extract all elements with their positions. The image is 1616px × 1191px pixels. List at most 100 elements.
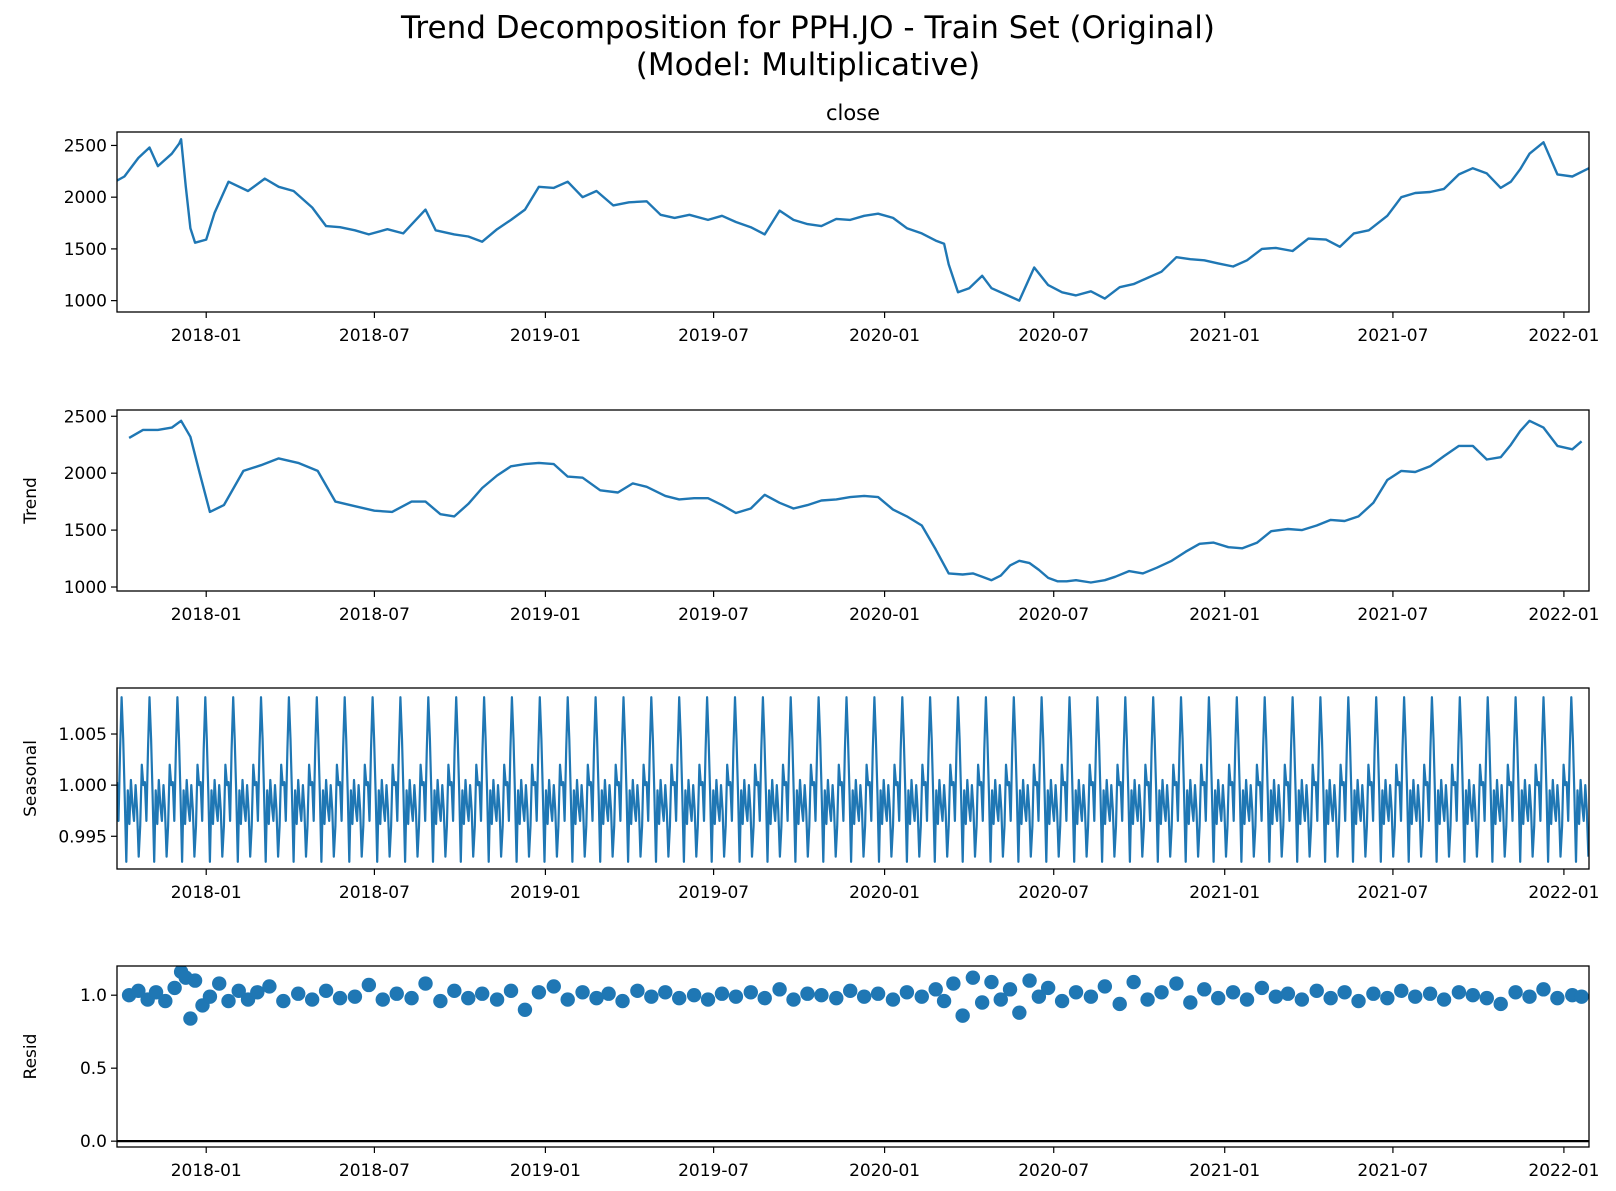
- resid-point: [856, 989, 872, 1004]
- y-tick-label: 1500: [64, 240, 107, 260]
- resid-point: [262, 979, 277, 994]
- x-tick-label: 2019-07: [678, 883, 749, 903]
- resid-point: [418, 976, 433, 991]
- y-axis-label: Resid: [21, 1034, 41, 1080]
- resid-point: [1493, 996, 1508, 1012]
- x-tick-label: 2020-01: [849, 605, 920, 625]
- resid-point: [1068, 985, 1084, 1000]
- resid-point: [1536, 982, 1551, 997]
- panel-close: 1000 1500 2000 2500 2018-01 2018-07 2019-01 201…: [64, 101, 1600, 346]
- resid-point: [183, 1011, 198, 1026]
- resid-point: [743, 985, 758, 1000]
- y-tick-label: 2500: [64, 136, 107, 156]
- panel-seasonal: 0.995 1.000 1.005 2018-01 2018-07 2019-01 2019…: [21, 687, 1599, 903]
- resid-point: [1254, 980, 1270, 996]
- resid-point: [1154, 985, 1169, 1000]
- resid-point: [1169, 976, 1184, 991]
- resid-point: [503, 983, 519, 999]
- x-tick-label: 2021-01: [1189, 326, 1260, 346]
- x-tick-label: 2020-07: [1018, 326, 1089, 346]
- resid-point: [1268, 989, 1284, 1004]
- x-tick-label: 2022-01: [1528, 883, 1599, 903]
- resid-point: [332, 990, 348, 1006]
- resid-point: [1012, 1005, 1027, 1020]
- resid-point: [965, 970, 981, 985]
- resid-point: [1140, 992, 1155, 1007]
- axes-frame: [116, 131, 1590, 313]
- resid-point: [814, 987, 829, 1003]
- resid-point: [870, 986, 886, 1001]
- resid-point: [167, 980, 182, 996]
- resid-point: [318, 983, 334, 999]
- resid-point: [601, 986, 616, 1001]
- resid-point: [1126, 974, 1141, 990]
- y-tick-label: 2500: [64, 407, 107, 427]
- resid-point: [517, 1002, 533, 1017]
- y-tick-label: 1.0: [80, 986, 107, 1006]
- resid-point: [187, 973, 203, 988]
- x-tick-label: 2019-07: [678, 326, 749, 346]
- resid-point: [1022, 973, 1037, 988]
- trend-line: [128, 419, 1583, 584]
- resid-point: [1040, 980, 1056, 996]
- x-tick-label: 2018-07: [339, 1161, 410, 1181]
- x-tick-label: 2018-07: [339, 883, 410, 903]
- resid-point: [955, 1008, 970, 1023]
- resid-point: [404, 990, 419, 1006]
- resid-point: [630, 983, 645, 999]
- series-group: [128, 419, 1583, 584]
- close-line: [117, 137, 1589, 302]
- resid-point: [1083, 989, 1099, 1004]
- resid-point: [936, 993, 952, 1009]
- resid-point: [644, 989, 659, 1004]
- resid-point: [1394, 983, 1409, 999]
- resid-point: [202, 989, 218, 1004]
- resid-point: [899, 985, 915, 1000]
- resid-point: [914, 989, 929, 1004]
- resid-point: [1239, 992, 1255, 1007]
- resid-point: [389, 986, 404, 1001]
- axes-frame: [116, 687, 1590, 870]
- resid-point: [800, 986, 815, 1001]
- resid-point: [1408, 989, 1423, 1004]
- resid-point: [786, 992, 801, 1007]
- resid-point: [993, 992, 1008, 1007]
- series-group: [117, 966, 1589, 1143]
- x-tick-label: 2021-07: [1357, 605, 1428, 625]
- resid-point: [984, 974, 999, 990]
- resid-point: [1451, 985, 1467, 1000]
- panel-title: close: [826, 101, 880, 125]
- x-tick-label: 2021-07: [1357, 326, 1428, 346]
- resid-point: [447, 983, 462, 999]
- resid-point: [221, 993, 236, 1009]
- resid-point: [928, 982, 943, 997]
- resid-point: [347, 989, 363, 1004]
- x-tick-label: 2020-07: [1018, 883, 1089, 903]
- resid-point: [1031, 989, 1047, 1004]
- resid-point: [231, 983, 246, 999]
- resid-point: [1337, 985, 1352, 1000]
- x-tick-label: 2021-01: [1189, 883, 1260, 903]
- resid-point: [560, 992, 575, 1007]
- y-tick-label: 1000: [64, 292, 107, 312]
- resid-point: [276, 993, 291, 1009]
- resid-point: [757, 990, 772, 1006]
- resid-point: [1508, 985, 1523, 1000]
- resid-point: [700, 992, 716, 1007]
- x-tick-label: 2019-01: [510, 326, 581, 346]
- x-tick-label: 2022-01: [1528, 1161, 1599, 1181]
- x-tick-label: 2020-07: [1018, 1161, 1089, 1181]
- x-tick-label: 2021-07: [1357, 883, 1428, 903]
- resid-point: [1197, 982, 1212, 997]
- y-axis-label: Seasonal: [21, 740, 41, 817]
- axes-frame: [116, 965, 1590, 1148]
- x-tick-label: 2021-01: [1189, 605, 1260, 625]
- resid-point: [361, 977, 377, 993]
- y-tick-label: 1000: [64, 578, 107, 598]
- resid-point: [686, 987, 702, 1003]
- resid-point: [1465, 987, 1481, 1003]
- page-title-line-2: (Model: Multiplicative): [635, 47, 981, 83]
- y-tick-label: 1.005: [58, 725, 107, 745]
- x-tick-label: 2020-01: [849, 1161, 920, 1181]
- resid-point: [475, 986, 490, 1001]
